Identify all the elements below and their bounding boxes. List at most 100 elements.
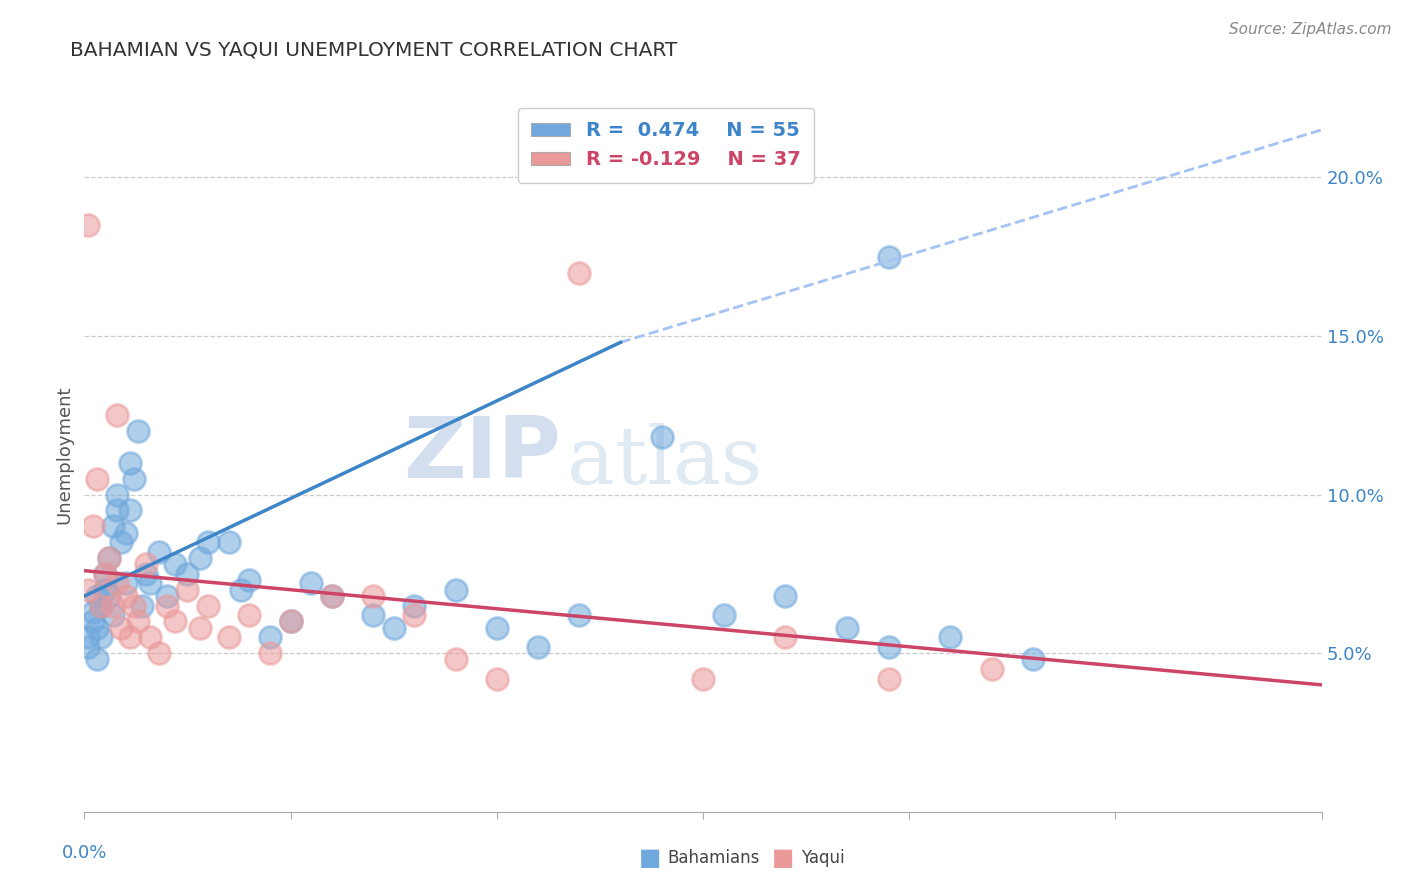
Point xyxy=(165,558,187,572)
Point xyxy=(361,608,384,623)
Point xyxy=(105,503,128,517)
Point xyxy=(90,599,112,613)
Point xyxy=(90,599,112,613)
Point xyxy=(86,472,108,486)
Point xyxy=(321,589,343,603)
Point xyxy=(127,615,149,629)
Point xyxy=(139,630,162,644)
Point xyxy=(127,424,149,438)
Point xyxy=(77,630,100,644)
Point xyxy=(135,558,157,572)
Point xyxy=(176,582,198,597)
Point xyxy=(98,551,121,566)
Point xyxy=(148,544,170,558)
Point xyxy=(118,630,141,644)
Text: ■: ■ xyxy=(772,847,794,870)
Point xyxy=(444,652,467,666)
Point xyxy=(103,608,125,623)
Point xyxy=(568,608,591,623)
Point xyxy=(361,589,384,603)
Text: 0.0%: 0.0% xyxy=(62,844,107,862)
Point xyxy=(837,621,859,635)
Point xyxy=(114,525,136,540)
Point xyxy=(105,487,128,501)
Text: Yaqui: Yaqui xyxy=(801,849,845,867)
Point xyxy=(713,608,735,623)
Point xyxy=(485,621,508,635)
Point xyxy=(98,589,121,603)
Point xyxy=(280,615,302,629)
Point xyxy=(176,566,198,581)
Point xyxy=(165,615,187,629)
Point xyxy=(122,472,145,486)
Point xyxy=(939,630,962,644)
Point xyxy=(86,589,108,603)
Point xyxy=(103,519,125,533)
Point xyxy=(651,430,673,444)
Point xyxy=(877,250,900,264)
Point xyxy=(229,582,252,597)
Point xyxy=(118,456,141,470)
Point xyxy=(404,608,426,623)
Point xyxy=(1022,652,1045,666)
Point xyxy=(218,630,240,644)
Point xyxy=(238,573,260,587)
Point xyxy=(485,672,508,686)
Point xyxy=(131,599,153,613)
Point xyxy=(188,621,211,635)
Point xyxy=(259,630,281,644)
Point xyxy=(259,646,281,660)
Point xyxy=(86,652,108,666)
Point xyxy=(321,589,343,603)
Point xyxy=(118,503,141,517)
Point xyxy=(148,646,170,660)
Point xyxy=(135,566,157,581)
Point xyxy=(775,630,797,644)
Point xyxy=(94,566,117,581)
Point xyxy=(404,599,426,613)
Point xyxy=(197,599,219,613)
Point xyxy=(90,630,112,644)
Point xyxy=(105,409,128,423)
Point xyxy=(105,576,128,591)
Point xyxy=(444,582,467,597)
Legend: R =  0.474    N = 55, R = -0.129    N = 37: R = 0.474 N = 55, R = -0.129 N = 37 xyxy=(517,108,814,183)
Point xyxy=(114,589,136,603)
Text: ZIP: ZIP xyxy=(404,413,561,497)
Point xyxy=(568,266,591,280)
Point xyxy=(280,615,302,629)
Text: atlas: atlas xyxy=(567,423,762,501)
Text: Source: ZipAtlas.com: Source: ZipAtlas.com xyxy=(1229,22,1392,37)
Point xyxy=(218,535,240,549)
Point xyxy=(122,599,145,613)
Point xyxy=(82,519,104,533)
Point xyxy=(877,672,900,686)
Point xyxy=(197,535,219,549)
Y-axis label: Unemployment: Unemployment xyxy=(55,385,73,524)
Point xyxy=(86,621,108,635)
Text: ■: ■ xyxy=(638,847,661,870)
Text: BAHAMIAN VS YAQUI UNEMPLOYMENT CORRELATION CHART: BAHAMIAN VS YAQUI UNEMPLOYMENT CORRELATI… xyxy=(70,40,678,59)
Point xyxy=(77,640,100,654)
Point xyxy=(139,576,162,591)
Point xyxy=(382,621,405,635)
Point xyxy=(156,589,179,603)
Point xyxy=(94,566,117,581)
Point xyxy=(77,218,100,232)
Point xyxy=(775,589,797,603)
Point xyxy=(103,599,125,613)
Point xyxy=(877,640,900,654)
Point xyxy=(94,582,117,597)
Point xyxy=(188,551,211,566)
Point xyxy=(527,640,550,654)
Text: Bahamians: Bahamians xyxy=(668,849,761,867)
Point xyxy=(980,662,1002,676)
Point xyxy=(299,576,322,591)
Point xyxy=(82,605,104,619)
Point xyxy=(114,576,136,591)
Point xyxy=(77,582,100,597)
Point xyxy=(692,672,714,686)
Point xyxy=(238,608,260,623)
Point xyxy=(110,621,132,635)
Point xyxy=(110,535,132,549)
